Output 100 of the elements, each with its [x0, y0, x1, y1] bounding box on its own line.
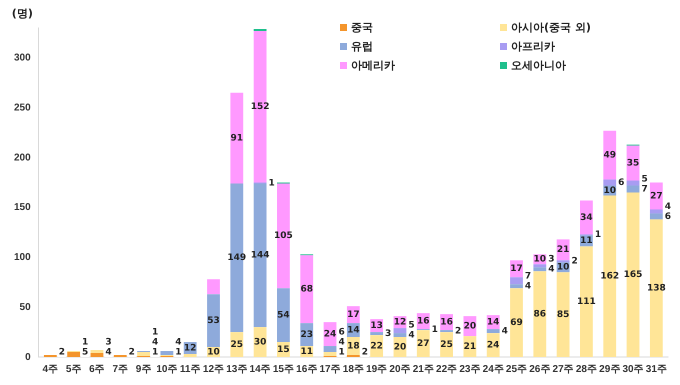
data-label: 35: [626, 158, 640, 168]
data-label: 10: [534, 254, 546, 265]
bar: [90, 353, 104, 357]
bar: [230, 184, 244, 332]
data-label: 111: [577, 297, 596, 308]
bar: [184, 354, 197, 357]
legend-label: 오세아니아: [511, 58, 566, 73]
bar: [533, 267, 546, 272]
bar: [603, 180, 616, 186]
data-label: 138: [646, 284, 666, 294]
data-label: 86: [534, 309, 546, 320]
data-label: 25: [230, 340, 244, 350]
data-label: 105: [274, 231, 293, 242]
bar: [300, 255, 314, 324]
data-label: 23: [300, 330, 313, 340]
bar: [533, 271, 546, 357]
data-label: 85: [556, 310, 570, 320]
data-label: 1: [432, 324, 438, 335]
data-label: 5: [82, 347, 88, 358]
data-label: 4: [175, 337, 182, 348]
data-label: 34: [580, 212, 593, 223]
data-label: 1: [175, 347, 182, 358]
data-label: 11: [580, 236, 593, 246]
data-label: 27: [417, 338, 430, 349]
data-label: 17: [347, 310, 360, 320]
x-tick-label: 31주: [646, 364, 667, 375]
legend-label: 아시아(중국 외): [511, 20, 591, 35]
data-label: 4: [524, 282, 532, 292]
data-label: 5: [408, 320, 415, 330]
x-tick-label: 10주: [156, 364, 178, 375]
data-label: 4: [105, 347, 112, 358]
y-axis-title: (명): [12, 6, 33, 20]
data-label: 1: [152, 327, 158, 338]
x-tick-label: 23주: [459, 364, 480, 375]
data-label: 4: [502, 326, 508, 336]
data-label: 12: [184, 343, 196, 354]
data-label: 15: [277, 344, 290, 355]
data-label: 2: [454, 326, 462, 336]
x-tick-label: 28주: [576, 364, 597, 375]
data-label: 18: [347, 341, 360, 352]
bar: [580, 200, 593, 234]
x-tick-label: 20주: [389, 364, 411, 375]
data-label: 91: [230, 134, 244, 144]
x-tick-label: 17주: [319, 364, 341, 375]
x-tick-label: 15주: [272, 364, 294, 375]
bar: [277, 288, 290, 342]
data-label: 20: [464, 321, 476, 332]
data-label: 7: [524, 272, 532, 282]
x-tick-label: 9주: [136, 364, 152, 375]
data-label: 152: [250, 102, 270, 112]
data-label: 5: [641, 174, 648, 184]
legend-label: 아메리카: [351, 58, 395, 73]
data-label: 1: [268, 178, 275, 188]
data-label: 30: [254, 337, 266, 348]
data-label: 16: [417, 316, 430, 326]
bar: [394, 328, 406, 334]
data-label: 22: [370, 341, 383, 352]
data-label: 6: [664, 212, 672, 222]
data-label: 2: [58, 347, 66, 358]
x-tick-label: 13주: [226, 364, 248, 375]
data-label: 4: [548, 264, 554, 275]
x-tick-label: 21주: [412, 364, 434, 375]
bar: [160, 351, 174, 356]
data-label: 20: [394, 342, 406, 352]
bar: [650, 213, 663, 220]
data-label: 24: [486, 340, 500, 350]
x-tick-label: 19주: [366, 364, 388, 375]
data-label: 162: [600, 272, 620, 282]
data-label: 4: [664, 202, 672, 212]
x-tick-label: 7주: [112, 364, 128, 375]
legend-label: 유럽: [351, 39, 373, 54]
bar: [137, 352, 150, 356]
bar: [90, 350, 104, 354]
data-label: 14: [347, 325, 360, 336]
data-label: 165: [624, 270, 642, 280]
legend-label: 아프리카: [511, 39, 555, 54]
data-label: 2: [128, 347, 135, 358]
x-tick-label: 27주: [552, 364, 574, 375]
data-label: 12: [394, 317, 406, 328]
bar: [556, 272, 570, 357]
x-tick-label: 24주: [482, 364, 504, 375]
bar: [626, 186, 640, 192]
data-label: 49: [603, 150, 616, 160]
bar: [324, 352, 336, 356]
data-label: 69: [510, 318, 523, 328]
data-label: 2: [362, 347, 368, 358]
data-label: 53: [207, 316, 220, 326]
data-label: 14: [486, 317, 500, 328]
y-tick-label: 50: [20, 302, 32, 313]
data-label: 7: [641, 184, 648, 194]
data-label: 17: [510, 264, 523, 274]
bar: [626, 180, 640, 186]
x-tick-label: 4주: [42, 364, 58, 375]
x-tick-label: 18주: [342, 364, 364, 375]
data-label: 10: [207, 347, 220, 358]
x-tick-label: 12주: [202, 364, 224, 375]
data-label: 11: [300, 346, 313, 357]
bar: [533, 264, 546, 268]
x-tick-label: 16주: [296, 364, 318, 375]
bar: [207, 294, 220, 348]
